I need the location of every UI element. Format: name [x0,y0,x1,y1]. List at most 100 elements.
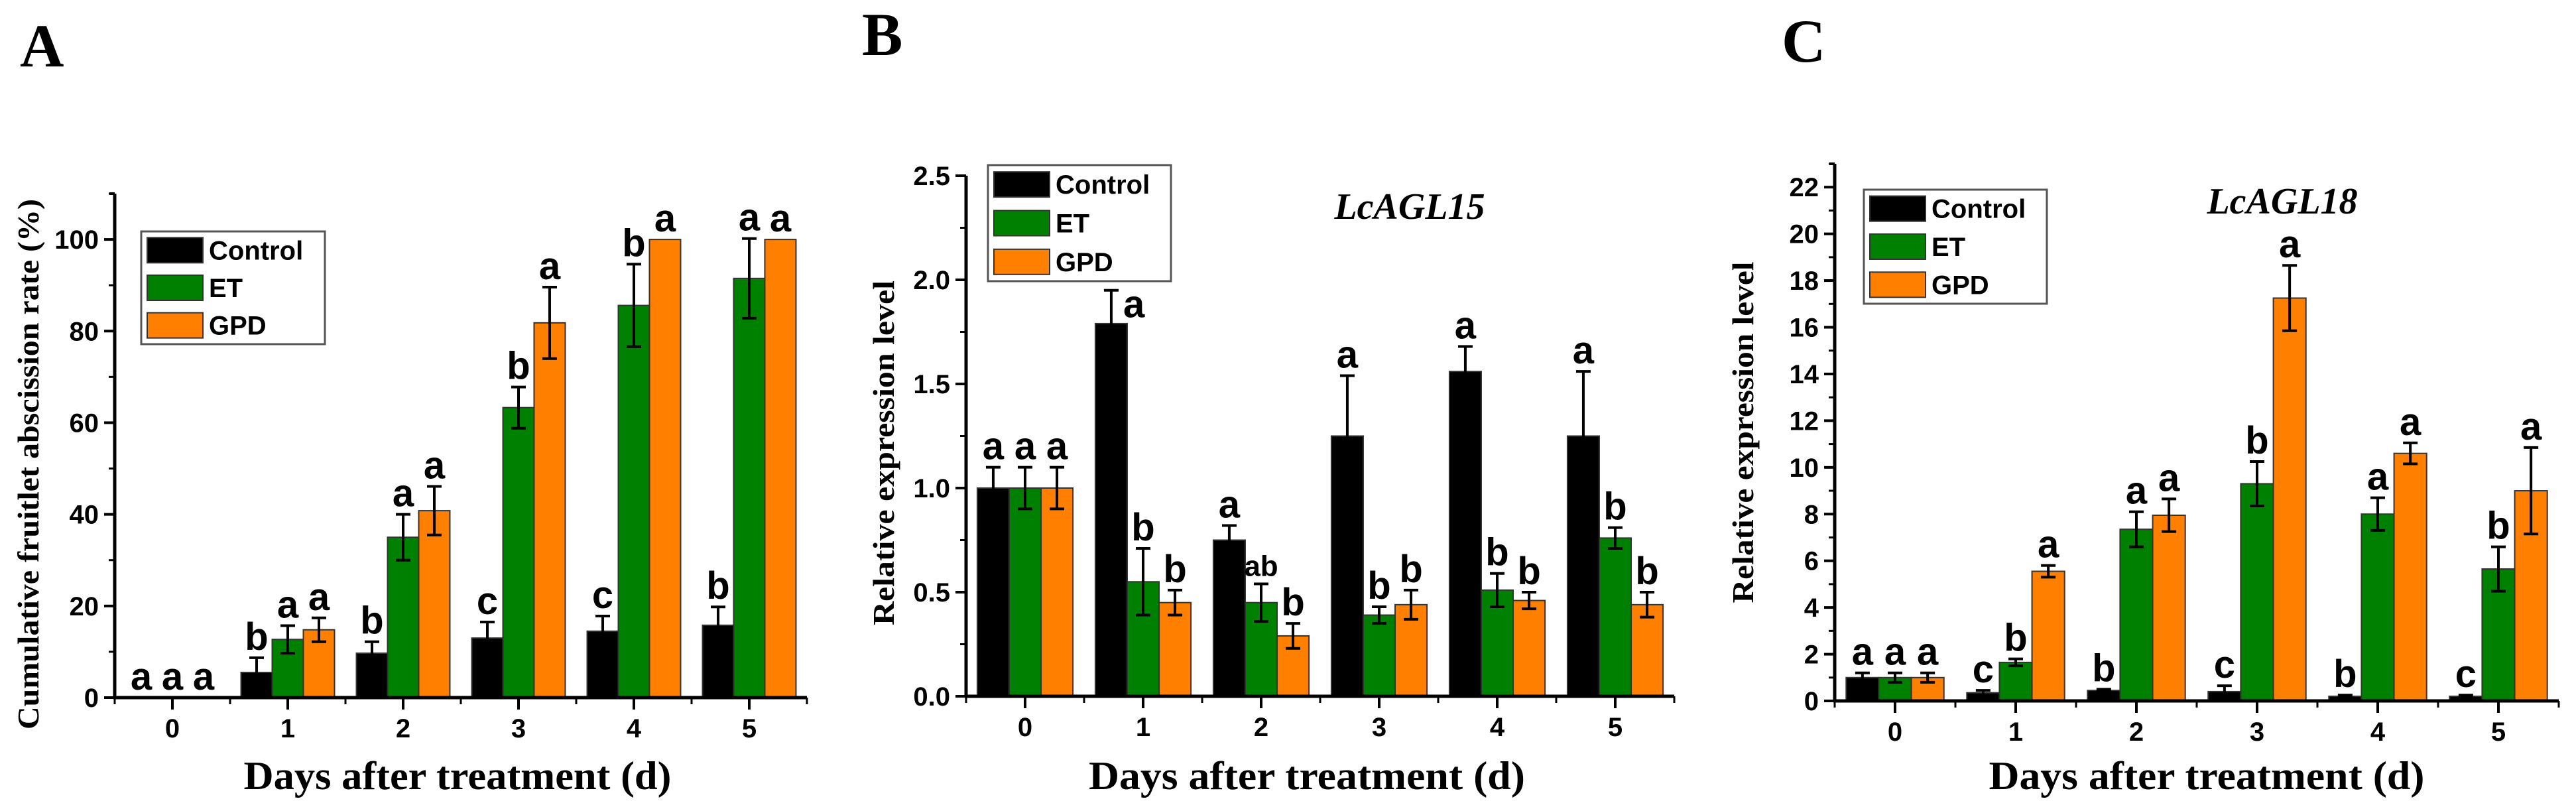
bar [2119,529,2154,702]
error-bar [2162,497,2177,533]
error-bar [311,616,326,643]
significance-letter: a [2520,405,2542,448]
error-bar [1920,671,1935,684]
significance-letter: a [193,655,215,698]
error-bar [2008,657,2023,668]
significance-letter: a [1123,282,1145,326]
significance-letter: b [245,615,268,658]
y-tick-label: 12 [1790,406,1819,436]
series-et: a b a b a b [1878,419,2516,702]
error-bar [595,615,611,648]
x-tick-label: 0 [1888,717,1902,747]
bar [2272,297,2307,702]
significance-letter: a [162,655,184,698]
legend-swatch [993,210,1050,237]
bar [2393,452,2427,702]
error-bar [2337,694,2353,699]
chart-title: LcAGL15 [1333,186,1485,227]
legend-swatch [1869,271,1926,298]
error-bar [1254,582,1268,623]
y-axis-title: Relative expression level [1726,262,1760,603]
error-bar [511,385,526,430]
significance-letter: a [1046,425,1068,468]
significance-letter: b [1281,581,1304,624]
significance-letter: a [277,584,299,627]
bar [976,487,1010,697]
y-tick-label: 14 [1790,360,1819,389]
significance-letter: b [2092,647,2115,690]
significance-letter: ab [1244,550,1278,582]
bar [2031,570,2065,702]
significance-letter: a [539,245,561,288]
significance-letter: a [2279,223,2301,266]
significance-letter: a [424,444,446,487]
significance-letter: a [1573,329,1595,372]
error-bar [742,237,757,320]
significance-letter: a [1852,631,1874,674]
bar [1598,537,1632,697]
y-tick-label: 18 [1790,267,1819,296]
legend-label: ET [1056,210,1089,239]
legend-swatch [1869,195,1926,222]
bar [764,239,797,699]
legend-label: ET [209,274,243,303]
bar [387,536,420,698]
error-bar [1168,588,1183,617]
error-bar [2282,264,2298,332]
panel-label: A [20,12,64,80]
y-tick-label: 100 [54,225,99,255]
y-tick-label: 1.5 [913,370,950,399]
y-tick-label: 16 [1790,314,1819,343]
y-tick-label: 60 [70,408,99,438]
error-bar [1975,689,1991,697]
legend-label: ET [1932,233,1965,262]
x-tick-label: 1 [280,714,295,743]
significance-letter: b [2245,419,2268,462]
bar [418,510,451,698]
x-tick-label: 4 [2370,717,2386,747]
error-bar [985,466,1001,511]
error-bar [2250,460,2264,507]
panel-label: C [1782,7,1825,75]
error-bar [2458,694,2473,699]
error-bar [1221,524,1237,556]
bar [1212,539,1246,697]
significance-letter: b [1485,531,1508,574]
x-tick-label: 2 [1254,713,1268,742]
bar [617,304,650,698]
error-bar [1640,591,1655,619]
legend-item-et: ET [147,274,243,303]
legend-swatch [993,171,1050,198]
x-tick-label: 1 [1136,713,1150,742]
x-tick-label: 3 [1372,713,1386,742]
legend: Control ET GPD [1863,188,2048,305]
y-tick-label: 6 [1804,547,1819,576]
significance-letter: b [507,345,530,388]
y-tick-label: 2.5 [913,162,950,191]
significance-letter: b [2004,617,2027,660]
legend-swatch [147,237,204,264]
error-bar [2491,545,2506,593]
bar [1158,601,1192,698]
error-bar [2370,496,2385,532]
y-tick-label: 1.0 [913,474,950,503]
x-tick-label: 0 [1018,713,1032,742]
error-bar [1103,288,1119,359]
error-bar [2041,564,2056,579]
y-tick-label: 4 [1804,593,1819,623]
x-tick-label: 5 [742,714,757,743]
error-bar [1136,547,1150,617]
significance-letter: a [1219,483,1241,527]
x-tick-label: 5 [1608,713,1623,742]
significance-letter: b [2486,505,2510,548]
bar [1008,487,1042,697]
bar [648,239,682,699]
error-bar [1608,526,1623,550]
